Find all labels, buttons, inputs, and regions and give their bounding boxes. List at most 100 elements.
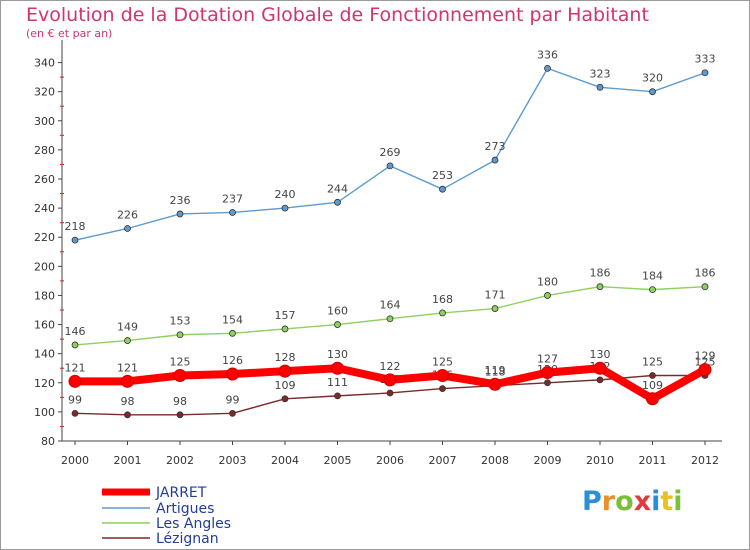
legend-label-lezignan: Lézignan <box>156 531 219 547</box>
data-point-les-angles <box>544 292 551 299</box>
data-point-artigues <box>596 83 604 91</box>
x-tick-label: 2000 <box>61 454 89 467</box>
y-tick-label: 100 <box>34 406 55 419</box>
data-label-artigues: 237 <box>222 192 243 205</box>
data-point-jarret <box>698 363 712 377</box>
data-label-jarret: 122 <box>380 360 401 373</box>
data-label-lezignan: 99 <box>68 393 82 406</box>
x-tick-label: 2010 <box>586 454 614 467</box>
data-label-les-angles: 186 <box>590 267 611 280</box>
y-tick-label: 200 <box>34 260 55 273</box>
data-label-artigues: 244 <box>327 182 348 195</box>
data-label-lezignan: 111 <box>327 376 348 389</box>
legend-label-les-angles: Les Angles <box>156 516 231 532</box>
data-label-jarret: 109 <box>642 379 663 392</box>
data-label-artigues: 253 <box>432 169 453 182</box>
y-tick-label: 140 <box>34 348 55 361</box>
data-label-les-angles: 186 <box>695 267 716 280</box>
y-tick-label: 240 <box>34 202 55 215</box>
data-label-artigues: 226 <box>117 208 138 221</box>
x-tick-label: 2002 <box>166 454 194 467</box>
data-point-jarret <box>278 364 292 378</box>
y-tick-label: 340 <box>34 57 55 70</box>
data-label-jarret: 127 <box>537 353 558 366</box>
x-tick-label: 2006 <box>376 454 404 467</box>
data-point-jarret <box>593 361 607 375</box>
data-point-lezignan <box>176 411 184 419</box>
data-label-jarret: 121 <box>65 361 86 374</box>
y-tick-label: 260 <box>34 173 55 186</box>
data-point-lezignan <box>649 372 656 379</box>
data-label-lezignan: 98 <box>121 395 135 408</box>
data-label-lezignan: 99 <box>226 393 240 406</box>
data-label-jarret: 130 <box>327 348 348 361</box>
legend-label-jarret: JARRET <box>155 485 207 501</box>
data-label-les-angles: 171 <box>485 289 506 302</box>
data-point-lezignan <box>229 409 236 417</box>
x-tick-label: 2009 <box>534 454 562 467</box>
data-point-lezignan <box>124 411 131 419</box>
data-point-jarret <box>121 374 134 388</box>
data-point-artigues <box>334 198 341 206</box>
legend-label-artigues: Artigues <box>156 501 214 517</box>
data-point-lezignan <box>386 389 394 397</box>
data-label-artigues: 218 <box>65 220 86 233</box>
data-label-artigues: 333 <box>695 53 716 66</box>
data-point-lezignan <box>439 385 446 393</box>
data-label-lezignan: 98 <box>173 395 187 408</box>
data-label-les-angles: 154 <box>222 313 243 326</box>
data-point-jarret <box>436 369 449 382</box>
logo-letter: P <box>582 486 602 517</box>
data-point-lezignan <box>334 392 341 400</box>
x-tick-label: 2008 <box>481 454 509 467</box>
data-point-lezignan <box>596 376 604 384</box>
data-label-les-angles: 149 <box>117 321 138 334</box>
data-label-artigues: 323 <box>590 67 611 80</box>
x-tick-label: 2007 <box>429 454 457 467</box>
data-point-lezignan <box>71 409 79 417</box>
data-point-artigues <box>229 209 236 216</box>
data-label-les-angles: 160 <box>327 305 348 318</box>
data-label-artigues: 240 <box>275 188 296 201</box>
data-point-les-angles <box>386 315 394 323</box>
logo-letter: o <box>615 486 634 517</box>
data-point-artigues <box>71 236 79 244</box>
data-point-les-angles <box>334 321 341 328</box>
data-label-les-angles: 164 <box>380 299 401 312</box>
data-point-les-angles <box>701 283 709 291</box>
data-label-les-angles: 153 <box>170 315 191 328</box>
y-tick-label: 180 <box>34 289 55 302</box>
data-label-jarret: 130 <box>590 348 611 361</box>
data-point-les-angles <box>281 325 289 333</box>
x-tick-label: 2004 <box>271 454 299 467</box>
data-point-artigues <box>386 162 394 170</box>
data-point-les-angles <box>229 329 236 337</box>
y-tick-label: 120 <box>34 377 55 390</box>
x-tick-label: 2003 <box>219 454 247 467</box>
x-tick-label: 2011 <box>639 454 667 467</box>
data-point-artigues <box>649 88 656 96</box>
y-tick-label: 160 <box>34 319 55 332</box>
y-tick-label: 220 <box>34 231 55 244</box>
data-point-jarret <box>488 377 502 391</box>
data-label-artigues: 236 <box>170 194 191 207</box>
data-label-jarret: 126 <box>222 354 243 367</box>
data-label-jarret: 121 <box>117 361 138 374</box>
data-label-jarret: 125 <box>432 356 453 369</box>
proxiti-logo: Proxiti <box>582 486 683 517</box>
data-label-artigues: 269 <box>380 146 401 159</box>
data-point-jarret <box>331 361 344 375</box>
data-point-artigues <box>544 64 551 72</box>
data-point-lezignan <box>544 379 551 387</box>
logo-letter: r <box>601 486 616 517</box>
data-label-lezignan: 125 <box>695 356 716 369</box>
data-point-artigues <box>439 185 446 193</box>
data-point-lezignan <box>281 395 289 403</box>
data-point-artigues <box>701 69 709 77</box>
data-point-les-angles <box>596 283 604 291</box>
y-tick-label: 320 <box>34 86 55 99</box>
logo-letter: t <box>660 486 674 517</box>
data-point-les-angles <box>649 286 656 294</box>
